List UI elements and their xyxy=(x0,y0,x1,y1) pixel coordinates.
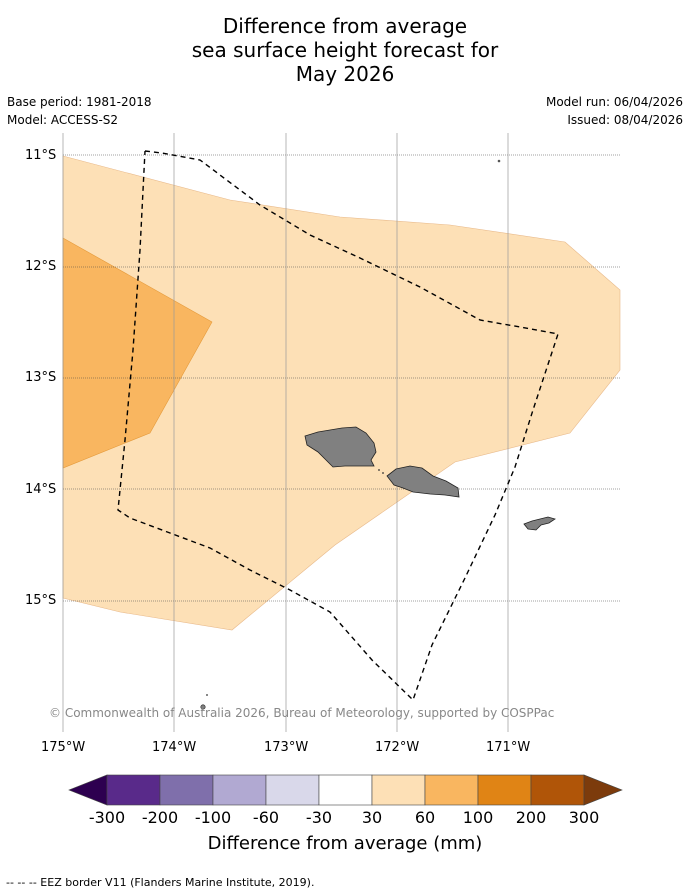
colorbar-tick: -60 xyxy=(252,808,280,827)
colorbar-bin xyxy=(106,774,161,806)
eez-border xyxy=(117,150,559,702)
colorbar-tick: 60 xyxy=(414,808,436,827)
colorbar xyxy=(68,774,623,806)
colorbar-low-extend xyxy=(68,774,108,806)
lat-label-11s: 11°S xyxy=(25,148,57,163)
lat-label-13s: 13°S xyxy=(25,370,57,385)
colorbar-bin xyxy=(265,774,320,806)
map-panel xyxy=(62,133,621,732)
colorbar-tick: 200 xyxy=(515,808,547,827)
colorbar-bin xyxy=(424,774,479,806)
small-island-north xyxy=(497,159,501,163)
lat-label-14s: 14°S xyxy=(25,482,57,497)
colorbar-bin xyxy=(159,774,214,806)
small-island-south xyxy=(200,704,206,710)
eez-footnote: -- -- -- EEZ border V11 (Flanders Marine… xyxy=(6,876,315,889)
colorbar-tick: -200 xyxy=(141,808,179,827)
colorbar-tick: -300 xyxy=(88,808,126,827)
small-island-south-dot xyxy=(206,694,208,696)
issued-text: Issued: 08/04/2026 xyxy=(567,113,683,127)
colorbar-bin xyxy=(212,774,267,806)
base-period-text: Base period: 1981-2018 xyxy=(7,95,152,109)
gridlines xyxy=(63,154,620,602)
lon-label-174w: 174°W xyxy=(152,740,197,755)
map-title: Difference from average sea surface heig… xyxy=(0,14,690,86)
model-run-text: Model run: 06/04/2026 xyxy=(545,95,683,109)
copyright-text: © Commonwealth of Australia 2026, Bureau… xyxy=(49,706,555,720)
lon-label-172w: 172°W xyxy=(375,740,420,755)
colorbar-label: Difference from average (mm) xyxy=(207,833,483,854)
colorbar-bin xyxy=(371,774,426,806)
colorbar-high-extend xyxy=(583,774,623,806)
lon-label-173w: 173°W xyxy=(264,740,309,755)
tutuila-island xyxy=(523,516,556,531)
colorbar-bin xyxy=(477,774,532,806)
savaii-island xyxy=(304,426,377,468)
title-line-1: Difference from average xyxy=(222,14,468,38)
meridians xyxy=(62,133,509,732)
lat-label-15s: 15°S xyxy=(25,593,57,608)
title-line-2: sea surface height forecast for xyxy=(191,38,499,62)
anomaly-region-30-60 xyxy=(62,155,621,631)
title-line-3: May 2026 xyxy=(295,62,395,86)
lon-label-175w: 175°W xyxy=(41,740,86,755)
colorbar-tick: 100 xyxy=(462,808,494,827)
upolu-island xyxy=(386,465,460,498)
lat-label-12s: 12°S xyxy=(25,259,57,274)
manono-islet xyxy=(382,472,384,474)
model-text: Model: ACCESS-S2 xyxy=(7,113,119,127)
colorbar-bin xyxy=(530,774,585,806)
colorbar-tick: 30 xyxy=(361,808,383,827)
lon-label-171w: 171°W xyxy=(486,740,531,755)
colorbar-tick: 300 xyxy=(568,808,600,827)
colorbar-tick: -30 xyxy=(305,808,333,827)
colorbar-bin xyxy=(318,774,373,806)
apolima-islet xyxy=(378,469,380,471)
colorbar-tick: -100 xyxy=(194,808,232,827)
